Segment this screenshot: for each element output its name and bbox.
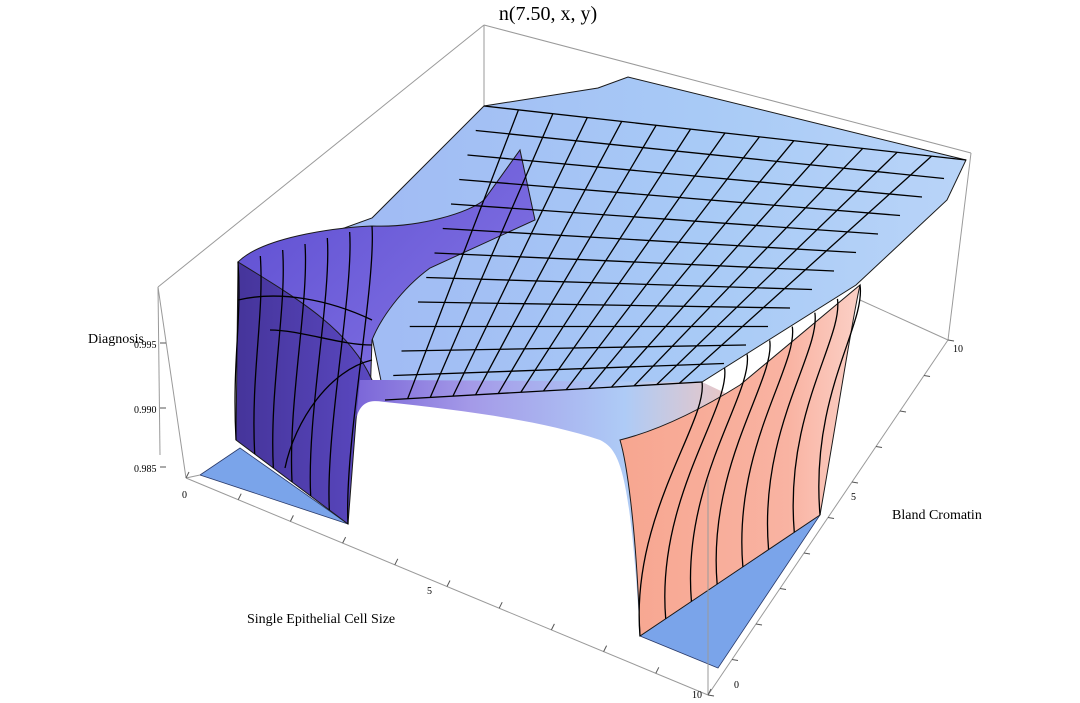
x-axis-label: Single Epithelial Cell Size	[247, 612, 395, 627]
y-tick-mark	[851, 481, 859, 484]
mesh-line-cross	[384, 381, 703, 401]
x-tick-mark	[707, 688, 712, 696]
x-tick-mark	[550, 623, 555, 631]
floor-left-triangle	[199, 447, 349, 525]
mesh-line-hump	[284, 359, 373, 469]
y-axis-label: Bland Cromatin	[892, 508, 982, 523]
mesh-line-right-wall	[715, 340, 771, 585]
axis-ticks	[160, 339, 955, 697]
mesh-line-cross	[483, 105, 967, 161]
mesh-line-left-wall	[234, 261, 240, 441]
x-tick-mark	[185, 471, 190, 479]
mesh-line-cross	[467, 154, 923, 198]
y-tick-5: 5	[851, 492, 856, 503]
x-tick-mark	[498, 601, 503, 609]
x-tick-mark	[603, 645, 608, 652]
bounding-box-back	[157, 24, 972, 456]
mesh-line-right-wall	[689, 354, 749, 602]
y-tick-mark	[827, 517, 835, 519]
mesh-line-hump	[269, 329, 373, 346]
x-tick-mark	[446, 580, 451, 587]
y-tick-mark	[947, 339, 955, 342]
mesh-line-cross	[450, 203, 879, 235]
mesh-line-cross	[442, 227, 857, 254]
y-tick-mark	[923, 375, 931, 377]
x-tick-mark	[655, 667, 660, 674]
mesh-line-right-wall	[741, 326, 794, 567]
mesh-line-right-wall	[664, 368, 726, 619]
mesh-line-cross	[401, 344, 747, 352]
mesh-line-left-wall	[253, 255, 262, 455]
x-tick-mark	[289, 515, 294, 522]
mesh-line-cross	[475, 129, 945, 180]
x-tick-mark	[394, 558, 399, 566]
y-tick-0: 0	[734, 680, 739, 691]
mesh-line-cross	[417, 301, 791, 309]
y-tick-mark	[779, 588, 787, 590]
y-tick-mark	[731, 659, 739, 661]
y-tick-mark	[875, 446, 883, 448]
mesh-line-hump	[237, 295, 373, 321]
mesh-line-cross	[434, 252, 835, 272]
x-tick-mark	[237, 493, 242, 500]
mesh-line-right-wall	[766, 312, 816, 550]
mesh-line-right-wall	[638, 381, 703, 637]
y-tick-mark	[707, 694, 715, 697]
mesh-line-right-wall	[792, 298, 839, 533]
mesh-line-left-wall	[309, 237, 329, 497]
mesh-line-cross	[393, 362, 725, 377]
x-tick-mark	[342, 536, 347, 544]
z-axis-label: Diagnosis	[88, 332, 144, 347]
mesh-line-cross	[459, 178, 901, 217]
surface-mesh	[234, 105, 967, 637]
mesh-line-left-wall	[328, 231, 351, 511]
y-tick-10: 10	[953, 344, 963, 355]
x-tick-10: 10	[692, 690, 702, 701]
y-tick-mark	[899, 410, 907, 413]
x-tick-5: 5	[427, 586, 432, 597]
x-tick-0: 0	[182, 490, 187, 501]
chart-title: n(7.50, x, y)	[499, 3, 597, 25]
mesh-line-left-wall	[290, 243, 307, 483]
z-tick-0995: 0.995	[134, 340, 157, 351]
y-tick-mark	[803, 552, 811, 555]
mesh-line-right-wall	[818, 284, 862, 516]
z-tick-0985: 0.985	[134, 464, 157, 475]
y-tick-mark	[755, 623, 763, 626]
mesh-line-left-wall	[347, 225, 373, 525]
mesh-line-cross	[426, 276, 813, 291]
z-tick-0990: 0.990	[134, 405, 157, 416]
mesh-line-left-wall	[272, 249, 284, 469]
